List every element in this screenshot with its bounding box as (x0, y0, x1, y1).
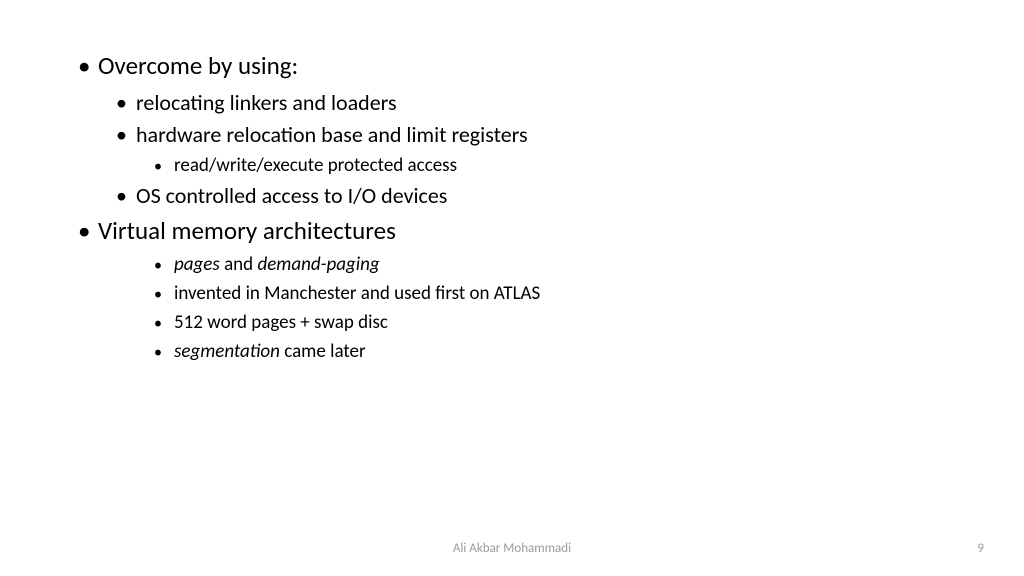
bullet-list: Overcome by using: relocating linkers and… (78, 50, 958, 364)
bullet-item: read/write/execute protected access (154, 154, 958, 179)
bullet-item: Virtual memory architectures (78, 215, 958, 248)
slide: Overcome by using: relocating linkers and… (0, 0, 1024, 576)
footer-page-number: 9 (977, 541, 984, 556)
bullet-item: pages and demand-paging (154, 253, 958, 278)
bullet-text: read/write/execute protected access (174, 154, 457, 177)
bullet-text: invented in Manchester and used first on… (174, 282, 540, 305)
bullet-text: Virtual memory architectures (98, 215, 396, 246)
bullet-item: hardware relocation base and limit regis… (116, 121, 958, 150)
bullet-item: 512 word pages + swap disc (154, 311, 958, 336)
bullet-text-part: segmentation (174, 340, 280, 363)
bullet-item: invented in Manchester and used first on… (154, 282, 958, 307)
footer-author: Ali Akbar Mohammadi (0, 541, 1024, 556)
bullet-item: segmentation came later (154, 340, 958, 365)
bullet-text-part: and (220, 253, 258, 276)
bullet-text: relocating linkers and loaders (136, 89, 397, 116)
bullet-item: Overcome by using: (78, 50, 958, 83)
bullet-content: Overcome by using: relocating linkers and… (78, 50, 958, 368)
bullet-text: 512 word pages + swap disc (174, 311, 388, 334)
bullet-item: OS controlled access to I/O devices (116, 182, 958, 211)
bullet-item: relocating linkers and loaders (116, 89, 958, 118)
bullet-text-part: demand-paging (257, 253, 379, 276)
bullet-text: OS controlled access to I/O devices (136, 182, 447, 209)
bullet-text: hardware relocation base and limit regis… (136, 121, 528, 148)
bullet-text: Overcome by using: (98, 50, 298, 81)
bullet-text-part: came later (280, 340, 366, 363)
bullet-text-part: pages (174, 253, 220, 276)
